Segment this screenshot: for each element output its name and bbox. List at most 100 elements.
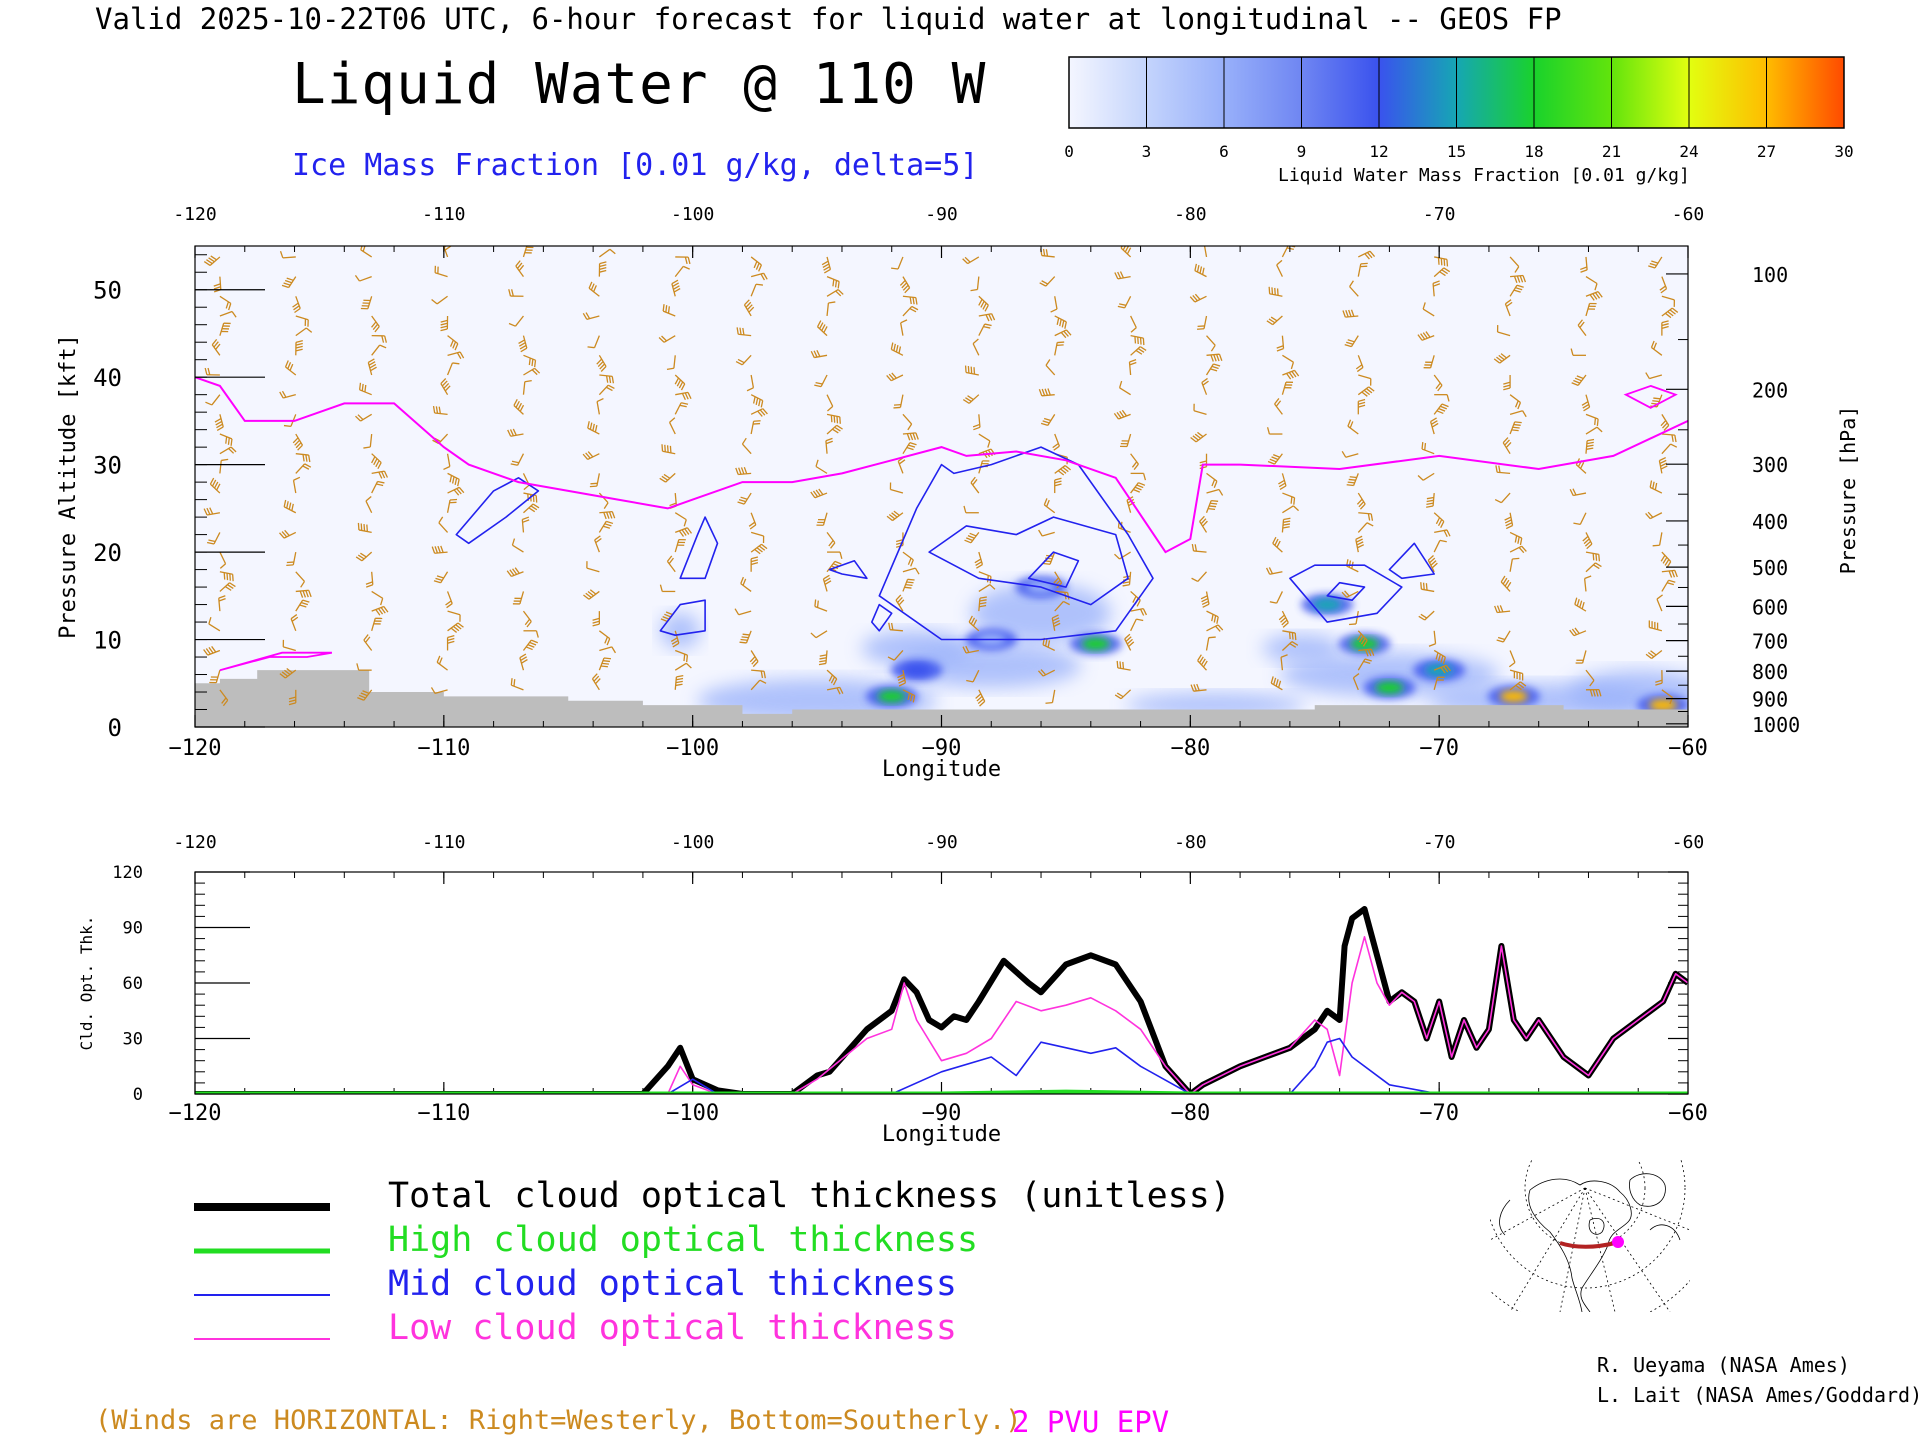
wind-barb <box>1496 630 1511 643</box>
wind-barb <box>1434 394 1450 402</box>
wind-barb <box>1585 551 1601 562</box>
wind-barb <box>1130 482 1146 494</box>
wind-barb <box>1569 488 1587 497</box>
wind-barb <box>886 372 904 382</box>
wind-barb <box>1201 377 1209 395</box>
wind-barb <box>675 649 689 663</box>
wind-barb <box>1509 681 1527 691</box>
top-tick-label: -70 <box>1423 204 1456 225</box>
wind-barb <box>897 670 907 687</box>
wind-barb <box>748 512 757 530</box>
wind-barb <box>1346 473 1359 487</box>
ice-contour <box>1326 581 1366 601</box>
wind-barb <box>1357 386 1375 397</box>
legend-label-high: High cloud optical thickness <box>388 1220 979 1260</box>
colorbar-tick-label: 9 <box>1297 142 1307 161</box>
wind-barb <box>659 584 676 593</box>
wind-barb <box>825 437 833 454</box>
wind-barb <box>523 503 540 514</box>
wind-barb <box>1193 403 1207 415</box>
wind-barb <box>978 596 987 612</box>
wind-barb <box>978 313 996 322</box>
wind-barb <box>354 274 372 282</box>
wind-barb <box>1344 335 1359 348</box>
wind-barb <box>815 459 828 474</box>
wind-barb <box>1495 465 1511 475</box>
lower-x-axis-title: Longitude <box>882 1122 1001 1147</box>
low-optical-thickness-line <box>195 936 1688 1094</box>
ice-contour <box>1027 551 1080 588</box>
wind-barb <box>1190 683 1207 692</box>
wind-barb <box>440 378 451 396</box>
wind-barb <box>219 322 231 336</box>
wind-barb <box>1197 654 1208 671</box>
lower-left-tick-label: 90 <box>123 919 143 939</box>
wind-barb <box>447 351 465 360</box>
wind-barb <box>1580 256 1588 273</box>
wind-barb <box>1206 353 1223 362</box>
left-tick-label: 40 <box>93 364 122 392</box>
ice-contour <box>878 446 1154 641</box>
wind-barb <box>1645 649 1663 660</box>
wind-barb <box>363 433 373 449</box>
liquid-water-blob <box>865 685 918 708</box>
wind-barb <box>972 414 981 431</box>
wind-barb <box>282 639 296 652</box>
wind-barb <box>1504 299 1513 317</box>
wind-barb <box>900 319 908 336</box>
lower-y-axis-title: Cld. Opt. Thk. <box>77 916 96 1051</box>
wind-barb <box>1649 480 1663 494</box>
wind-barb <box>506 567 524 578</box>
lower-top-tick-label: -120 <box>173 832 216 853</box>
wind-barb <box>279 529 297 539</box>
liquid-water-blob <box>1301 593 1354 616</box>
wind-barb <box>962 645 979 654</box>
wind-barb <box>902 413 913 431</box>
wind-barb <box>734 608 752 616</box>
wind-barb <box>371 605 389 616</box>
colorbar-tick-label: 15 <box>1447 142 1466 161</box>
wind-barb <box>810 349 828 359</box>
wind-barb <box>1509 410 1527 418</box>
wind-barb <box>219 689 229 707</box>
wind-barb <box>750 543 768 555</box>
wind-barb <box>1500 575 1512 592</box>
wind-barb <box>1054 600 1070 612</box>
wind-barb <box>583 589 600 600</box>
winds-note: (Winds are HORIZONTAL: Right=Westerly, B… <box>95 1405 1022 1436</box>
wind-barb <box>1282 492 1296 505</box>
wind-barb <box>1502 437 1512 455</box>
wind-barb <box>219 458 229 474</box>
wind-barb <box>814 599 828 612</box>
wind-barb <box>594 535 602 553</box>
terrain-fill <box>195 670 1688 727</box>
wind-barb <box>1276 259 1283 277</box>
wind-barb <box>355 413 373 422</box>
wind-barb <box>1433 512 1445 528</box>
wind-barb <box>674 265 690 278</box>
wind-barb <box>1342 309 1359 318</box>
wind-barb <box>1040 414 1056 426</box>
wind-barb <box>214 414 224 431</box>
wind-barb <box>1280 654 1288 671</box>
wind-barb <box>591 673 601 691</box>
wind-barb <box>512 591 525 605</box>
wind-barb <box>902 567 920 575</box>
wind-barb <box>523 630 539 638</box>
wind-barb <box>589 473 600 488</box>
wind-barb <box>1429 417 1439 435</box>
lower-top-tick-label: -70 <box>1423 832 1456 853</box>
wind-barb <box>371 315 380 333</box>
wind-barb <box>741 437 752 455</box>
wind-barb <box>826 686 844 695</box>
wind-barb <box>596 354 607 372</box>
wind-barb <box>295 463 312 474</box>
wind-barb <box>1658 456 1668 474</box>
wind-barb <box>1428 630 1437 647</box>
wind-barb <box>1648 256 1663 269</box>
wind-barb <box>447 472 460 487</box>
wind-barb <box>365 571 374 588</box>
lower-top-tick-label: -80 <box>1174 832 1207 853</box>
top-tick-label: -80 <box>1174 204 1207 225</box>
wind-barb <box>518 335 528 353</box>
